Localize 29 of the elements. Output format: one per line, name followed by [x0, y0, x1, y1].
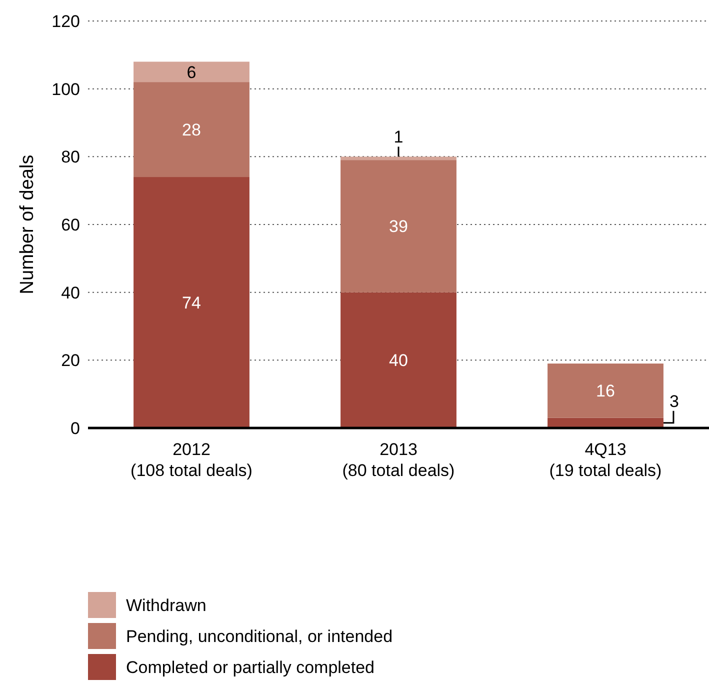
y-tick-label: 20 — [61, 351, 80, 370]
bar — [134, 62, 250, 82]
bar — [340, 292, 456, 428]
data-label: 28 — [182, 120, 201, 140]
data-label: 40 — [389, 351, 408, 370]
y-tick-label: 60 — [61, 216, 80, 234]
legend-label: Pending, unconditional, or intended — [126, 627, 393, 646]
bar — [548, 364, 664, 418]
bar — [134, 82, 250, 178]
x-tick-label: 2013 (80 total deals) — [342, 440, 455, 480]
x-tick-label: 4Q13 (19 total deals) — [549, 440, 662, 480]
y-tick-label: 40 — [61, 283, 80, 302]
data-label: 1 — [394, 128, 404, 147]
data-label: 6 — [186, 62, 196, 82]
y-axis-title: Number of deals — [17, 154, 38, 294]
y-tick-label: 80 — [61, 148, 80, 167]
y-tick-label: 0 — [70, 419, 80, 438]
data-label: 16 — [596, 382, 615, 401]
bar — [340, 156, 456, 160]
y-tick-label: 100 — [52, 80, 80, 99]
bar — [134, 177, 250, 428]
data-label: 3 — [669, 392, 679, 411]
y-tick-label: 120 — [52, 12, 80, 31]
legend-label: Withdrawn — [126, 596, 206, 615]
legend-label: Completed or partially completed — [126, 658, 375, 677]
data-label: 39 — [389, 217, 408, 236]
bar — [340, 160, 456, 292]
x-tick-label: 2012 (108 total deals) — [130, 440, 252, 480]
data-label: 74 — [182, 294, 201, 313]
